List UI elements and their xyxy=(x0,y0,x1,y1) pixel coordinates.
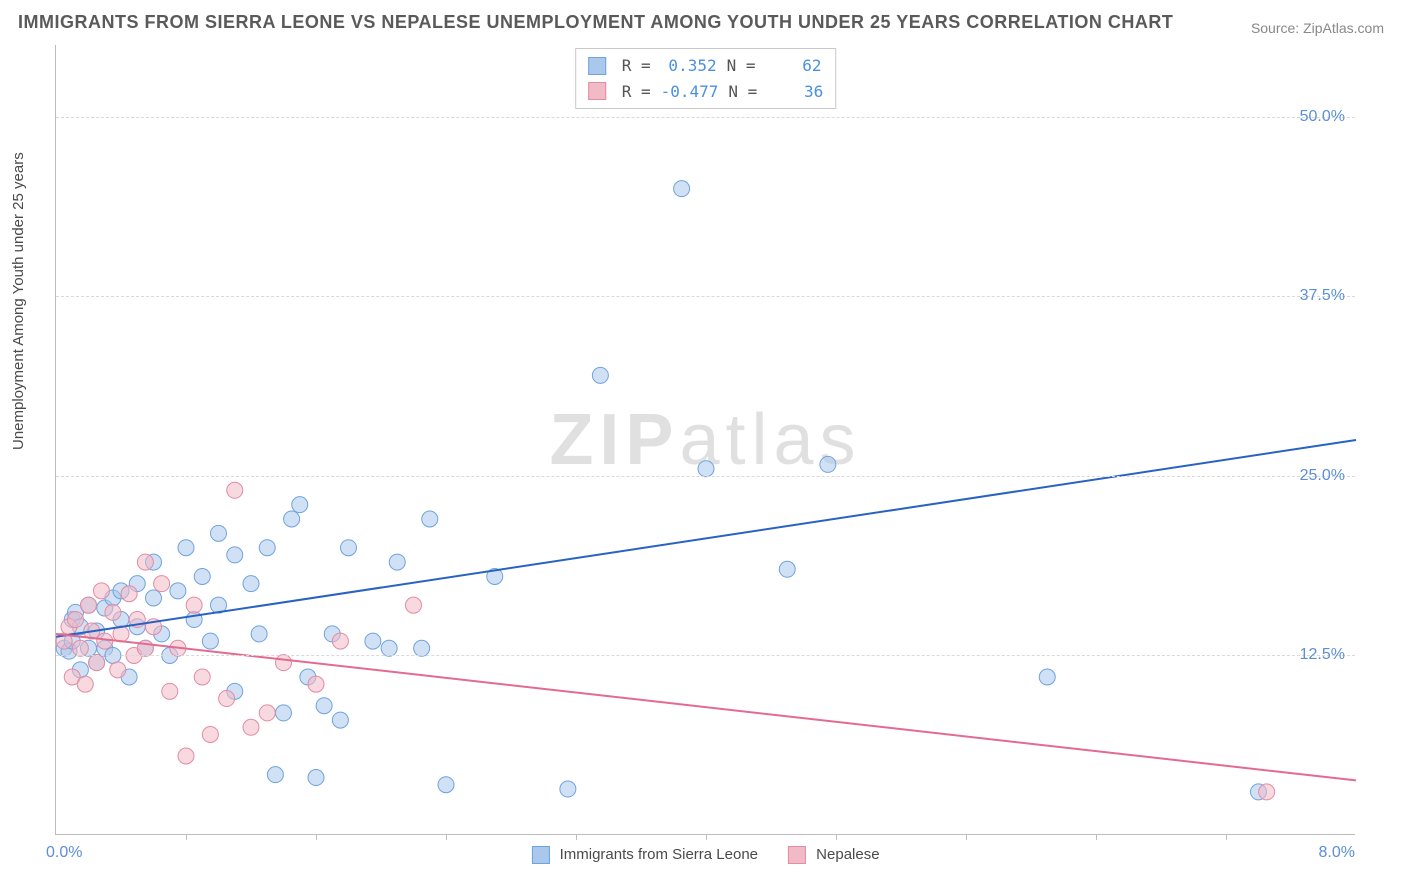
data-point xyxy=(186,612,202,628)
data-point xyxy=(97,633,113,649)
source-name: ZipAtlas.com xyxy=(1303,20,1384,36)
data-point xyxy=(592,367,608,383)
data-point xyxy=(698,461,714,477)
data-point xyxy=(332,712,348,728)
data-point xyxy=(243,719,259,735)
swatch-series1 xyxy=(531,846,549,864)
data-point xyxy=(77,676,93,692)
x-tick xyxy=(1226,834,1227,840)
data-point xyxy=(292,497,308,513)
data-point xyxy=(178,540,194,556)
data-point xyxy=(68,612,84,628)
data-point xyxy=(438,777,454,793)
data-point xyxy=(186,597,202,613)
data-point xyxy=(121,586,137,602)
y-axis-label: Unemployment Among Youth under 25 years xyxy=(10,152,27,450)
data-point xyxy=(276,655,292,671)
data-point xyxy=(276,705,292,721)
gridline-h xyxy=(56,296,1355,297)
data-point xyxy=(414,640,430,656)
y-tick-label: 25.0% xyxy=(1300,467,1345,485)
source-attribution: Source: ZipAtlas.com xyxy=(1251,20,1384,36)
data-point xyxy=(105,604,121,620)
data-point xyxy=(267,767,283,783)
data-point xyxy=(332,633,348,649)
data-point xyxy=(202,633,218,649)
data-point xyxy=(154,576,170,592)
data-point xyxy=(674,181,690,197)
data-point xyxy=(178,748,194,764)
data-point xyxy=(202,726,218,742)
data-point xyxy=(137,554,153,570)
data-point xyxy=(1039,669,1055,685)
data-point xyxy=(94,583,110,599)
plot-area: ZIPatlas R = 0.352 N = 62 R = -0.477 N =… xyxy=(55,45,1355,835)
data-point xyxy=(1259,784,1275,800)
data-point xyxy=(308,676,324,692)
data-point xyxy=(194,568,210,584)
x-max-label: 8.0% xyxy=(1319,844,1355,862)
x-tick xyxy=(706,834,707,840)
y-tick-label: 37.5% xyxy=(1300,287,1345,305)
x-tick xyxy=(836,834,837,840)
data-point xyxy=(259,705,275,721)
data-point xyxy=(170,583,186,599)
gridline-h xyxy=(56,117,1355,118)
x-tick xyxy=(966,834,967,840)
data-point xyxy=(72,640,88,656)
x-tick xyxy=(446,834,447,840)
data-point xyxy=(316,698,332,714)
x-origin-label: 0.0% xyxy=(46,844,82,862)
data-point xyxy=(89,655,105,671)
x-tick xyxy=(576,834,577,840)
data-point xyxy=(779,561,795,577)
legend-item-series2: Nepalese xyxy=(788,846,880,864)
chart-title: IMMIGRANTS FROM SIERRA LEONE VS NEPALESE… xyxy=(18,12,1173,33)
data-point xyxy=(308,770,324,786)
data-point xyxy=(560,781,576,797)
data-point xyxy=(211,525,227,541)
data-point xyxy=(406,597,422,613)
data-point xyxy=(251,626,267,642)
data-point xyxy=(219,691,235,707)
y-tick-label: 50.0% xyxy=(1300,108,1345,126)
data-point xyxy=(81,597,97,613)
legend-item-series1: Immigrants from Sierra Leone xyxy=(531,846,758,864)
data-point xyxy=(381,640,397,656)
swatch-series2 xyxy=(788,846,806,864)
data-point xyxy=(341,540,357,556)
y-tick-label: 12.5% xyxy=(1300,646,1345,664)
x-tick xyxy=(186,834,187,840)
data-point xyxy=(194,669,210,685)
gridline-h xyxy=(56,476,1355,477)
plot-svg xyxy=(56,45,1355,834)
data-point xyxy=(146,590,162,606)
data-point xyxy=(422,511,438,527)
data-point xyxy=(227,547,243,563)
data-point xyxy=(820,456,836,472)
data-point xyxy=(243,576,259,592)
x-tick xyxy=(1096,834,1097,840)
gridline-h xyxy=(56,655,1355,656)
data-point xyxy=(284,511,300,527)
series-legend: Immigrants from Sierra Leone Nepalese xyxy=(531,846,879,864)
legend-label-series2: Nepalese xyxy=(816,846,879,863)
data-point xyxy=(389,554,405,570)
legend-label-series1: Immigrants from Sierra Leone xyxy=(560,846,758,863)
data-point xyxy=(227,482,243,498)
source-prefix: Source: xyxy=(1251,20,1303,36)
data-point xyxy=(110,662,126,678)
data-point xyxy=(259,540,275,556)
data-point xyxy=(162,683,178,699)
data-point xyxy=(365,633,381,649)
x-tick xyxy=(316,834,317,840)
